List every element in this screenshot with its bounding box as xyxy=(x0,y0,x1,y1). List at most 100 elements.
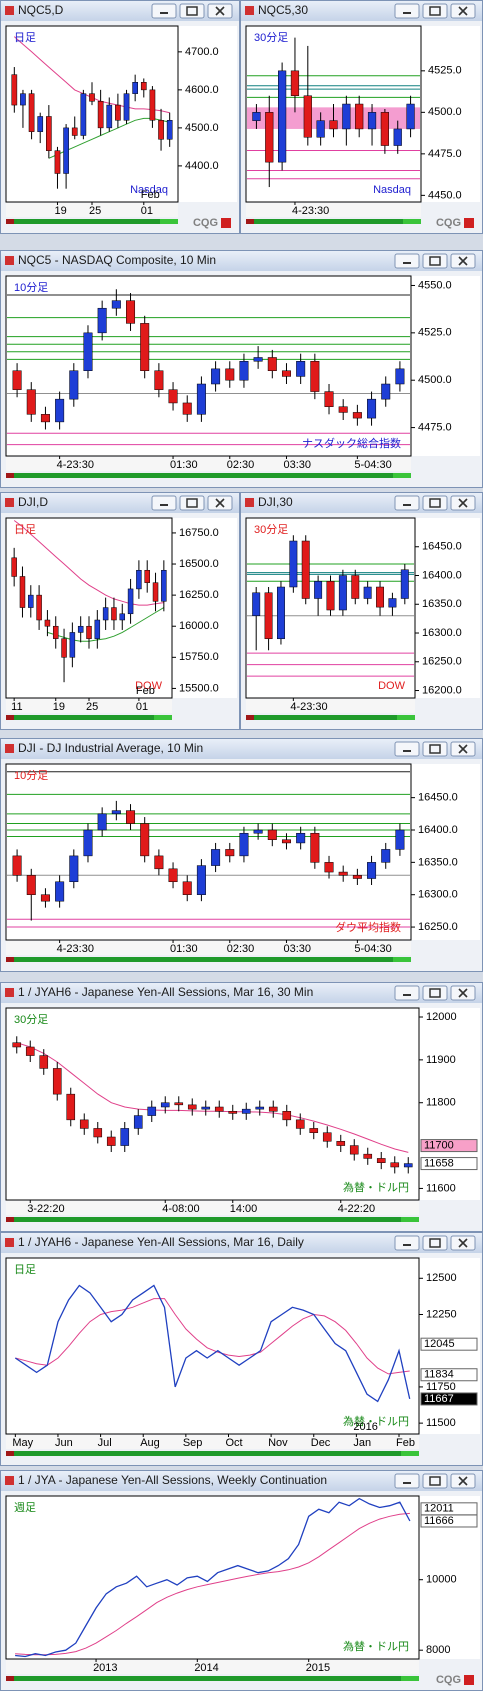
x-sublabel: Feb xyxy=(136,685,155,697)
plot-area xyxy=(5,275,412,457)
x-tick-label: 2014 xyxy=(194,1662,218,1674)
title-bar xyxy=(1,251,482,271)
button-face xyxy=(422,3,448,19)
minimize-button[interactable] xyxy=(394,1473,420,1489)
candle-body xyxy=(239,832,249,857)
status-bar-segment xyxy=(6,1676,14,1681)
close-button[interactable] xyxy=(450,741,476,757)
x-tick-label: 4-08:00 xyxy=(162,1203,199,1215)
minimize-button[interactable] xyxy=(394,1235,420,1251)
candle-body xyxy=(265,112,274,163)
candle-body xyxy=(329,120,338,130)
maximize-button[interactable] xyxy=(422,741,448,757)
minimize-button[interactable] xyxy=(394,253,420,269)
x-tick-label: 5-04:30 xyxy=(354,459,391,471)
button-face xyxy=(151,3,177,19)
candle-body xyxy=(54,150,61,174)
logo: CQG xyxy=(436,217,461,229)
price-label-box xyxy=(420,1139,478,1153)
candle-body xyxy=(83,829,93,857)
candle-body xyxy=(289,540,298,588)
button-glyph xyxy=(458,6,468,16)
plot-area xyxy=(5,517,173,699)
candle-body xyxy=(140,323,150,371)
maximize-button[interactable] xyxy=(422,495,448,511)
minimize-button[interactable] xyxy=(394,495,420,511)
minimize-button[interactable] xyxy=(394,3,420,19)
watermark: 為替・ドル円 xyxy=(343,1639,409,1653)
candle-body xyxy=(352,875,362,879)
maximize-button[interactable] xyxy=(422,1235,448,1251)
button-glyph xyxy=(186,6,198,16)
maximize-button[interactable] xyxy=(422,253,448,269)
minimize-button[interactable] xyxy=(394,741,420,757)
close-button[interactable] xyxy=(450,1235,476,1251)
price-label: 11834 xyxy=(424,1369,454,1381)
moving-average xyxy=(13,520,164,606)
y-tick-label: 15750.0 xyxy=(179,651,219,663)
candle-body xyxy=(37,116,44,132)
close-button[interactable] xyxy=(207,495,233,511)
button-glyph xyxy=(429,988,441,998)
y-tick-label: 4600.0 xyxy=(185,84,219,96)
status-bar xyxy=(6,715,172,720)
candle-body xyxy=(161,569,167,602)
price-line xyxy=(14,1284,411,1403)
button-glyph xyxy=(458,1238,468,1248)
maximize-button[interactable] xyxy=(422,985,448,1001)
status-bar-segment xyxy=(246,715,254,720)
title-bar xyxy=(1,983,482,1003)
button-glyph xyxy=(160,504,168,506)
x-tick-label: 01 xyxy=(141,205,153,217)
candle-body xyxy=(211,849,221,866)
maximize-button[interactable] xyxy=(179,495,205,511)
close-button[interactable] xyxy=(450,3,476,19)
candle-body xyxy=(44,619,51,627)
window-title: 1 / JYAH6 - Japanese Yen-All Sessions, M… xyxy=(18,1235,304,1249)
close-button[interactable] xyxy=(450,495,476,511)
y-tick-label: 4400.0 xyxy=(185,160,219,172)
title-bar xyxy=(1,1233,482,1253)
maximize-button[interactable] xyxy=(422,1473,448,1489)
candle-body xyxy=(25,1046,35,1056)
close-button[interactable] xyxy=(450,1473,476,1489)
button-face xyxy=(394,985,420,1001)
status-bar-segment xyxy=(393,473,411,478)
button-face xyxy=(394,1473,420,1489)
candle-body xyxy=(367,862,377,879)
minimize-button[interactable] xyxy=(151,495,177,511)
minimize-button[interactable] xyxy=(151,3,177,19)
candle-body xyxy=(281,370,291,377)
button-face xyxy=(422,1473,448,1489)
close-button[interactable] xyxy=(450,253,476,269)
y-tick-label: 16500.0 xyxy=(179,558,219,570)
x-axis-strip xyxy=(6,203,178,217)
chart-window: 1 / JYAH6 - Japanese Yen-All Sessions, M… xyxy=(0,982,483,1232)
maximize-button[interactable] xyxy=(179,3,205,19)
close-button[interactable] xyxy=(207,3,233,19)
candle-body xyxy=(310,832,320,863)
x-sublabel: 2016 xyxy=(353,1421,377,1433)
x-tick-label: 25 xyxy=(86,701,98,713)
x-tick-label: 5-04:30 xyxy=(354,943,391,955)
x-tick-label: 03:30 xyxy=(283,943,311,955)
close-button[interactable] xyxy=(450,985,476,1001)
maximize-button[interactable] xyxy=(422,3,448,19)
candle-body xyxy=(39,1055,49,1069)
axis-panel xyxy=(411,276,480,456)
candle-body xyxy=(276,586,285,640)
chart-label: 日足 xyxy=(14,32,36,44)
candle-body xyxy=(55,398,65,423)
candle-body xyxy=(395,368,405,385)
y-tick-label: 16450.0 xyxy=(422,541,462,553)
candle-body xyxy=(324,391,334,407)
price-label-box xyxy=(420,1514,478,1528)
y-tick-label: 16750.0 xyxy=(179,527,219,539)
y-tick-label: 11900 xyxy=(426,1054,456,1066)
minimize-button[interactable] xyxy=(394,985,420,1001)
status-bar-segment xyxy=(154,715,172,720)
chart-window: NQC5 - NASDAQ Composite, 10 Min 4550.0 452… xyxy=(0,250,483,488)
chart-label: 10分足 xyxy=(14,281,48,294)
candle-body xyxy=(26,389,36,415)
candle-body xyxy=(225,368,235,381)
